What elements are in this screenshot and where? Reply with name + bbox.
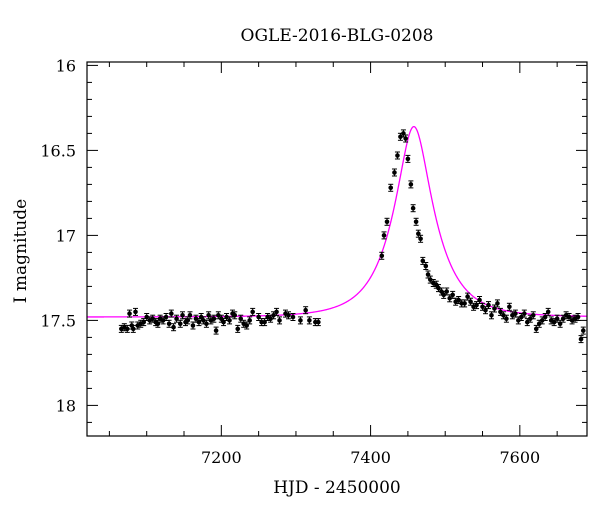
data-point — [384, 217, 390, 226]
data-point — [462, 299, 468, 308]
data-point — [297, 316, 303, 325]
model-curve — [87, 125, 588, 318]
data-point — [227, 316, 233, 325]
data-point — [450, 290, 456, 299]
data-point — [262, 318, 268, 327]
data-point — [290, 313, 296, 321]
data-point — [174, 314, 180, 323]
plot-area — [86, 61, 588, 437]
data-point — [130, 324, 136, 333]
data-point — [306, 316, 312, 325]
y-tick-label: 16.5 — [40, 141, 76, 160]
data-point — [247, 316, 253, 325]
x-tick-label: 7200 — [201, 448, 242, 467]
data-point — [491, 304, 497, 313]
data-point — [394, 151, 400, 160]
data-point — [200, 316, 206, 325]
data-point — [277, 316, 283, 325]
data-point — [566, 313, 572, 321]
data-point — [211, 314, 217, 323]
plot-frame — [86, 61, 588, 437]
y-axis-tick-labels: 16 16.5 17 17.5 18 — [40, 56, 76, 415]
y-axis-title: I magnitude — [11, 199, 31, 303]
data-point — [388, 183, 394, 192]
data-point — [560, 314, 566, 323]
data-point — [418, 234, 424, 243]
data-point — [578, 335, 584, 344]
data-point — [506, 302, 512, 311]
data-point — [274, 307, 280, 316]
data-point — [497, 307, 503, 316]
data-point — [494, 299, 500, 308]
data-point — [235, 324, 241, 333]
data-point — [166, 319, 172, 328]
data-point — [177, 319, 183, 328]
data-point — [441, 290, 447, 299]
data-point — [285, 311, 291, 320]
data-point — [468, 297, 474, 306]
data-point — [391, 168, 397, 177]
data-point — [427, 275, 433, 284]
data-point — [250, 307, 256, 316]
chart-title: OGLE-2016-BLG-0208 — [241, 26, 434, 46]
data-point — [423, 262, 429, 270]
data-point — [518, 313, 524, 321]
data-point — [190, 321, 196, 330]
data-point — [408, 180, 414, 189]
data-point — [133, 307, 139, 316]
data-point — [569, 316, 575, 325]
y-tick-label: 16 — [56, 56, 76, 75]
x-axis-tick-labels: 7200 7400 7600 — [201, 448, 540, 467]
data-point — [271, 311, 277, 320]
x-tick-label: 7600 — [499, 448, 540, 467]
data-point — [413, 217, 419, 226]
data-point — [521, 309, 527, 318]
y-tick-label: 18 — [56, 396, 76, 415]
y-tick-label: 17.5 — [40, 311, 76, 330]
data-point — [203, 319, 209, 328]
data-point — [580, 326, 586, 335]
data-point — [420, 256, 426, 265]
x-tick-label: 7400 — [350, 448, 391, 467]
data-point — [127, 309, 133, 318]
data-point — [527, 314, 533, 323]
data-point — [575, 313, 581, 321]
data-point — [410, 204, 416, 213]
data-point — [303, 306, 309, 315]
data-point — [503, 314, 509, 323]
data-point — [215, 311, 221, 320]
y-tick-label: 17 — [56, 226, 76, 245]
data-point — [180, 311, 186, 320]
data-point — [563, 311, 569, 320]
data-point — [403, 134, 409, 143]
data-point — [379, 251, 385, 260]
data-point — [465, 292, 471, 301]
data-points — [118, 129, 586, 344]
data-point — [488, 311, 494, 320]
data-point — [405, 154, 411, 163]
data-point — [168, 309, 174, 318]
x-axis-title: HJD - 2450000 — [273, 478, 401, 498]
data-point — [232, 311, 238, 320]
data-point — [397, 132, 403, 141]
data-point — [187, 311, 193, 320]
data-point — [381, 231, 387, 240]
data-point — [545, 307, 551, 316]
data-point — [256, 313, 262, 321]
data-point — [456, 296, 462, 304]
data-point — [213, 326, 219, 335]
data-point — [315, 318, 321, 327]
data-point — [530, 311, 536, 320]
axis-ticks — [87, 62, 587, 436]
data-point — [557, 319, 563, 328]
data-point — [515, 316, 521, 325]
data-point — [124, 324, 130, 333]
data-point — [485, 301, 491, 310]
data-point — [533, 324, 539, 333]
data-point — [171, 323, 177, 332]
